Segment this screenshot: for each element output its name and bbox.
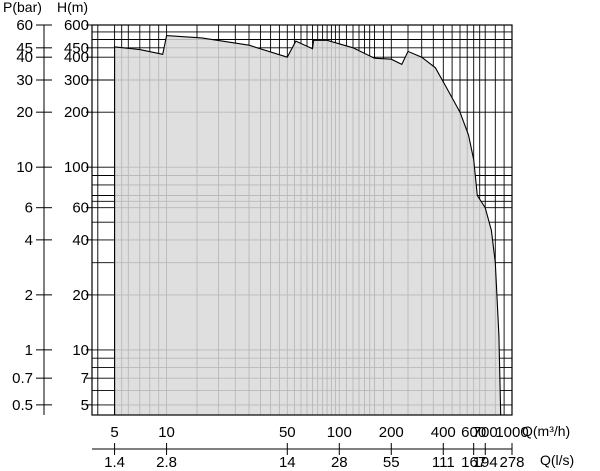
flow-ls-tick-label: 14	[279, 454, 296, 471]
head-tick-label: 600	[64, 17, 89, 34]
flow-ls-tick-label: 111	[432, 454, 455, 471]
flow-ls-tick-label: 55	[383, 454, 400, 471]
pressure-tick-label: 20	[16, 104, 33, 121]
pressure-tick-label: 0.5	[12, 397, 33, 414]
x-axis-label-flow-m3h: Q(m³/h)	[522, 423, 570, 439]
envelope-area	[114, 35, 502, 416]
flow-ls-tick-label: 2.8	[156, 454, 177, 471]
pressure-tick-label: 30	[16, 72, 33, 89]
pressure-tick-label: 0.7	[12, 370, 33, 387]
flow-ls-tick-label: 278	[499, 454, 524, 471]
flow-ls-tick-label: 28	[331, 454, 348, 471]
head-tick-label: 60	[72, 200, 89, 217]
flow-m3h-tick-label: 400	[431, 424, 456, 441]
y-axis-label-head: H(m)	[57, 0, 88, 15]
head-tick-label: 100	[64, 159, 89, 176]
plot-border	[91, 24, 513, 416]
head-tick-label: 20	[72, 287, 89, 304]
head-tick-label: 400	[64, 49, 89, 66]
flow-ls-tick-label: 1.4	[104, 454, 125, 471]
pressure-tick-label: 10	[16, 159, 33, 176]
head-tick-label: 7	[81, 370, 89, 387]
pressure-tick-label: 60	[16, 17, 33, 34]
flow-m3h-tick-label: 10	[158, 424, 175, 441]
flow-m3h-tick-label: 100	[327, 424, 352, 441]
y-axis-label-pressure: P(bar)	[3, 0, 42, 15]
head-tick-label: 5	[81, 397, 89, 414]
head-tick-label: 300	[64, 72, 89, 89]
flow-m3h-tick-label: 50	[279, 424, 296, 441]
pressure-tick-label: 40	[16, 49, 33, 66]
flow-m3h-tick-label: 700	[473, 424, 498, 441]
pressure-tick-label: 1	[25, 342, 33, 359]
flow-m3h-tick-label: 5	[110, 424, 118, 441]
head-tick-label: 450	[64, 40, 89, 57]
flow-m3h-tick-label: 200	[379, 424, 404, 441]
pressure-tick-label: 6	[25, 200, 33, 217]
head-tick-label: 200	[64, 104, 89, 121]
flow-m3h-tick-label: 1000	[495, 424, 528, 441]
operating-envelope	[114, 35, 502, 416]
head-tick-label: 40	[72, 232, 89, 249]
flow-ls-tick-label: 194	[473, 454, 498, 471]
x-axis-label-flow-ls: Q(l/s)	[540, 452, 574, 468]
flow-ls-tick-label: 167	[461, 454, 486, 471]
pressure-tick-label: 45	[16, 40, 33, 57]
tick-labels: 6004504003002001006040201075604540302010…	[12, 17, 529, 471]
pressure-tick-label: 2	[25, 287, 33, 304]
head-tick-label: 10	[72, 342, 89, 359]
pressure-tick-label: 4	[25, 232, 33, 249]
flow-m3h-tick-label: 600	[461, 424, 486, 441]
